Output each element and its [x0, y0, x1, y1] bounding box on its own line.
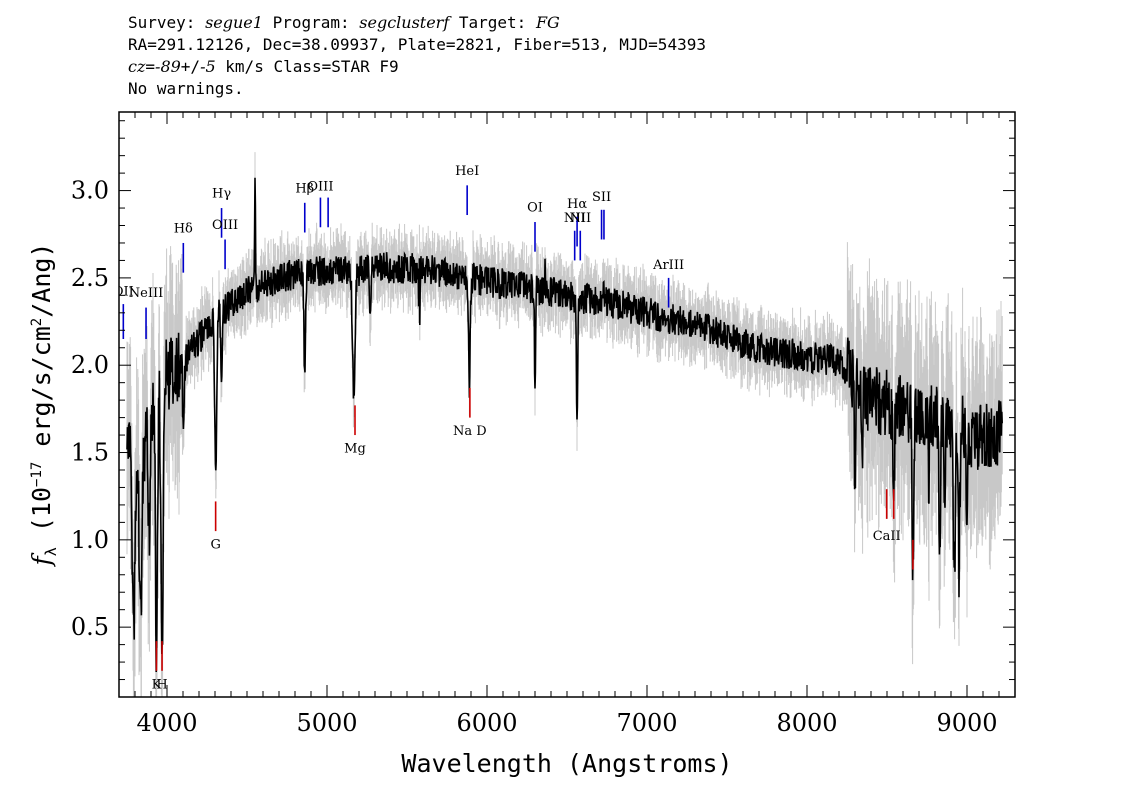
emission-line-label: NII: [564, 211, 586, 226]
x-tick-label: 6000: [456, 709, 517, 737]
absorption-line-label: G: [210, 538, 220, 553]
y-tick-label: 3.0: [71, 177, 109, 205]
emission-line-label: Hδ: [174, 221, 193, 236]
cz-label: cz: [128, 57, 146, 76]
x-tick-label: 9000: [936, 709, 997, 737]
emission-line-label: NII: [569, 211, 591, 226]
emission-line-label: OI: [527, 201, 543, 216]
y-label-exp2: 2: [29, 318, 45, 326]
absorption-line-label: H: [156, 677, 167, 692]
emission-line-label: ArIII: [652, 258, 684, 273]
cz-plusminus: +/: [180, 57, 201, 76]
y-tick-label: 1.5: [71, 439, 109, 467]
emission-line-label: SII: [592, 190, 611, 205]
emission-line-label: Hα: [567, 197, 587, 212]
cz-value: -89: [155, 57, 181, 76]
x-tick-label: 5000: [296, 709, 357, 737]
header-line-coordinates: RA=291.12126, Dec=38.09937, Plate=2821, …: [128, 35, 706, 54]
y-label-part-c: /Ang): [27, 243, 56, 318]
y-tick-label: 0.5: [71, 613, 109, 641]
x-tick-label: 8000: [776, 709, 837, 737]
x-tick-label: 7000: [616, 709, 677, 737]
error-band: [126, 152, 1003, 697]
y-label-part-b: erg/s/cm: [27, 326, 56, 461]
program-value: segclusterf: [359, 13, 450, 32]
target-value: FG: [535, 13, 560, 32]
spectrum-line: [126, 177, 1003, 673]
target-label: Target:: [449, 13, 536, 32]
absorption-line-label: K: [152, 677, 162, 692]
emission-line-label: NeIII: [129, 286, 163, 301]
cz-equals: =: [145, 57, 156, 76]
survey-label: Survey:: [128, 13, 206, 32]
emission-line-label: Hβ: [295, 181, 314, 196]
absorption-line-label: Na D: [453, 424, 487, 439]
header-line-redshift: cz=-89+/-5 km/s Class=STAR F9: [128, 56, 1028, 78]
y-axis-label: fλ (10−17 erg/s/cm2/Ang): [27, 243, 60, 568]
y-tick-label: 1.0: [71, 526, 109, 554]
x-axis-label: Wavelength (Angstroms): [401, 749, 732, 778]
y-label-lambda: λ: [42, 547, 60, 556]
y-tick-label: 2.5: [71, 264, 109, 292]
y-label-part-a: (10: [27, 487, 56, 547]
header-line-warnings: No warnings.: [128, 79, 244, 98]
cz-class: km/s Class=STAR F9: [215, 57, 399, 76]
cz-error: -5: [200, 57, 216, 76]
emission-line-label: OIII: [307, 180, 333, 195]
emission-line-label: OIII: [212, 218, 238, 233]
emission-line-label: HeI: [455, 164, 479, 179]
absorption-line-label: CaII: [873, 529, 901, 544]
survey-value: segue1: [205, 13, 263, 32]
spectrum-header: Survey: segue1 Program: segclusterf Targ…: [128, 12, 1028, 100]
emission-line-label: Hγ: [212, 187, 231, 202]
axes: 4000 5000 6000 7000 8000 9000 0.5 1.0 1.5 2.0 2.5 3…: [71, 112, 1016, 737]
y-tick-label: 2.0: [71, 351, 109, 379]
y-label-f: f: [27, 552, 56, 567]
absorption-line-label: Mg: [344, 442, 366, 457]
header-line-survey: Survey: segue1 Program: segclusterf Targ…: [128, 12, 1028, 34]
x-tick-label: 4000: [136, 709, 197, 737]
program-label: Program:: [262, 13, 360, 32]
plot-area: OIINeIIIHδHγOIIIHβOIIIHeIOINIIHαNIISIIAr…: [119, 152, 1003, 697]
y-label-exp1: −17: [29, 462, 45, 487]
